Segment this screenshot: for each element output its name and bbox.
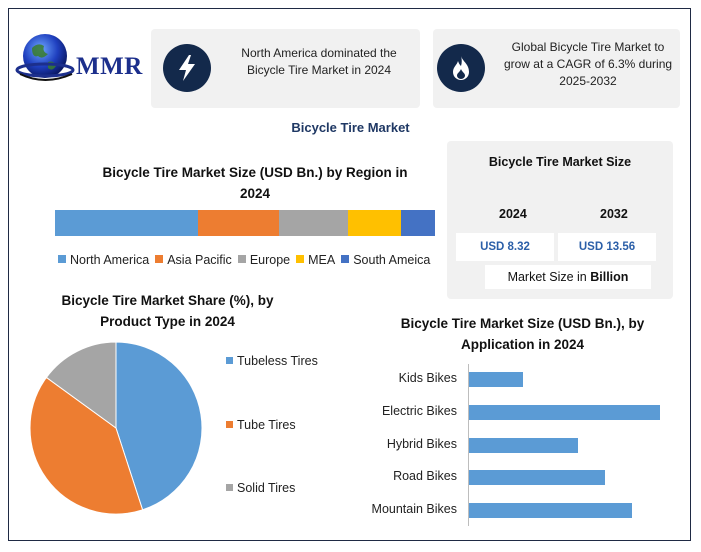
title-line: Application in 2024	[460, 337, 585, 352]
legend-item: South Ameica	[341, 253, 430, 267]
region-segment-europe	[279, 210, 348, 236]
region-stacked-bar	[55, 210, 435, 236]
pie-slice-tubeless-tires	[115, 341, 203, 511]
legend-label: Asia Pacific	[167, 253, 232, 267]
pie-slice-solid-tires	[45, 341, 117, 429]
application-chart-title: Bicycle Tire Market Size (USD Bn.), by A…	[385, 313, 660, 355]
market-size-panel: Bicycle Tire Market Size 2024 2032 USD 8…	[447, 141, 673, 299]
callout-line: 2025-2032	[559, 74, 617, 88]
callout-line: North America dominated the	[241, 46, 397, 60]
title-line: Bicycle Tire Market Size (USD Bn.) by Re…	[102, 165, 408, 180]
legend-label: MEA	[308, 253, 336, 267]
region-segment-south-ameica	[400, 210, 435, 236]
legend-label: Solid Tires	[237, 481, 296, 495]
bar-mountain-bikes	[469, 503, 633, 519]
region-segment-asia-pacific	[197, 210, 280, 236]
title-line: Product Type in 2024	[100, 314, 235, 329]
title-line: Bicycle Tire Market Size (USD Bn.), by	[400, 316, 645, 331]
lightning-icon-circle	[163, 44, 211, 92]
market-size-note: Market Size in Billion	[485, 265, 651, 289]
bar-kids-bikes	[469, 372, 524, 387]
region-legend: North America Asia Pacific Europe MEA South …	[58, 253, 436, 267]
legend-swatch	[237, 255, 246, 263]
legend-item: Europe	[237, 253, 291, 267]
product-pie-chart	[29, 341, 203, 515]
legend-swatch	[155, 255, 164, 263]
legend-label: Tubeless Tires	[237, 354, 318, 368]
pie-legend-item: Solid Tires	[226, 481, 295, 495]
year-2024-label: 2024	[499, 207, 527, 221]
bar-category-label: Mountain Bikes	[371, 502, 457, 517]
bar-axis-line	[468, 364, 469, 526]
legend-swatch	[296, 255, 305, 263]
callout-text: Global Bicycle Tire Market to grow at a …	[495, 39, 681, 90]
flame-icon	[453, 56, 469, 80]
legend-swatch	[58, 255, 66, 263]
bar-electric-bikes	[469, 404, 660, 420]
market-size-title: Bicycle Tire Market Size	[488, 155, 632, 169]
year-2032-label: 2032	[600, 207, 628, 221]
legend-label: Tube Tires	[237, 418, 296, 432]
value-2032: USD 13.56	[558, 233, 656, 261]
pie-legend-item: Tubeless Tires	[226, 354, 318, 368]
product-chart-title: Bicycle Tire Market Share (%), by Produc…	[30, 290, 305, 332]
legend-swatch	[226, 484, 233, 491]
pie-slice-tube-tires	[29, 376, 144, 515]
legend-item: Asia Pacific	[155, 253, 232, 267]
legend-swatch	[341, 255, 350, 263]
bar-category-label: Hybrid Bikes	[386, 436, 457, 451]
lightning-icon	[179, 55, 195, 81]
legend-label: North America	[70, 253, 150, 267]
logo-text: MMR	[76, 53, 143, 80]
legend-swatch	[226, 421, 233, 428]
value-2024: USD 8.32	[456, 233, 554, 261]
callout-text: North America dominated the Bicycle Tire…	[225, 45, 413, 79]
callout-line: Bicycle Tire Market in 2024	[246, 63, 392, 77]
region-chart-title: Bicycle Tire Market Size (USD Bn.) by Re…	[80, 162, 430, 204]
legend-item: North America	[58, 253, 149, 267]
region-segment-north-america	[55, 210, 198, 236]
page-title: Bicycle Tire Market	[291, 120, 410, 135]
legend-label: South Ameica	[353, 253, 431, 267]
legend-item: MEA	[296, 253, 335, 267]
globe-icon	[15, 34, 75, 81]
bar-hybrid-bikes	[469, 437, 578, 453]
callout-north-america: North America dominated the Bicycle Tire…	[151, 29, 420, 108]
title-line: Bicycle Tire Market Share (%), by	[61, 293, 274, 308]
callout-line: Global Bicycle Tire Market to	[511, 40, 665, 54]
flame-icon-circle	[437, 44, 485, 92]
legend-label: Europe	[249, 253, 291, 267]
note-bold: Billion	[590, 270, 629, 284]
callout-cagr: Global Bicycle Tire Market to grow at a …	[433, 29, 680, 108]
legend-swatch	[226, 357, 233, 364]
title-line: 2024	[239, 186, 271, 201]
mmr-logo: MMR	[14, 30, 144, 90]
pie-legend-item: Tube Tires	[226, 418, 296, 432]
callout-line: grow at a CAGR of 6.3% during	[503, 57, 673, 71]
bar-category-label: Electric Bikes	[381, 403, 457, 418]
note-prefix: Market Size in	[507, 270, 591, 284]
bar-road-bikes	[469, 470, 606, 486]
bar-category-label: Kids Bikes	[398, 371, 457, 385]
bar-category-label: Road Bikes	[393, 469, 457, 484]
region-segment-mea	[347, 210, 401, 236]
